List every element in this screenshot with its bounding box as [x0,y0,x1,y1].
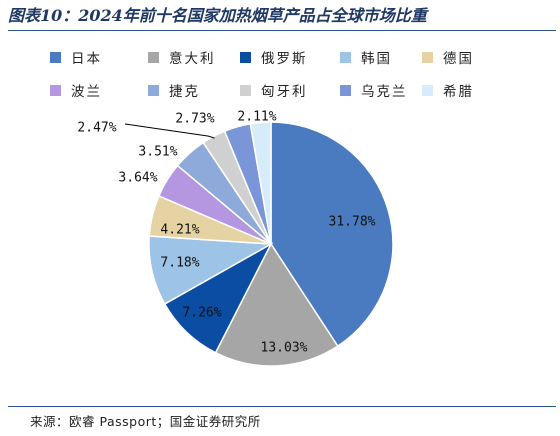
legend-label: 韩国 [361,51,392,67]
legend-label: 希腊 [443,84,474,100]
legend-label: 俄罗斯 [261,51,308,67]
legend-swatch [50,84,61,96]
legend-label: 乌克兰 [361,84,408,100]
title-divider [8,30,556,31]
data-label: 2.11% [237,110,276,125]
legend-swatch [422,51,433,63]
legend-item: 捷克 [148,81,200,100]
legend-swatch [422,84,433,96]
legend-item: 意大利 [148,48,216,67]
legend-swatch [240,51,251,63]
data-label: 7.26% [182,306,221,321]
data-label: 13.03% [261,341,308,356]
data-label: 3.64% [118,171,157,186]
chart-title: 图表10：2024年前十名国家加热烟草产品占全球市场比重 [8,6,427,25]
data-label: 3.51% [138,145,177,160]
legend-item: 日本 [50,48,102,67]
legend-item: 韩国 [340,48,392,67]
legend-swatch [148,51,159,63]
pie-slice [249,121,272,245]
legend-swatch [340,84,351,96]
legend-swatch [50,51,61,63]
legend-label: 波兰 [71,84,102,100]
legend-label: 捷克 [169,84,200,100]
legend-label: 日本 [71,51,102,67]
data-label: 4.21% [160,223,199,238]
footer-divider [8,406,556,407]
legend-item: 俄罗斯 [240,48,308,67]
legend-swatch [148,84,159,96]
legend-label: 匈牙利 [261,84,308,100]
legend-item: 波兰 [50,81,102,100]
legend-item: 希腊 [422,81,474,100]
legend-label: 德国 [443,51,474,67]
data-label: 31.78% [329,215,376,230]
legend-swatch [240,84,251,96]
legend-item: 匈牙利 [240,81,308,100]
legend-item: 德国 [422,48,474,67]
leader-line [124,123,215,139]
legend-item: 乌克兰 [340,81,408,100]
legend-label: 意大利 [169,51,216,67]
data-label: 7.18% [160,256,199,271]
data-label: 2.47% [77,121,116,136]
pie-slice [214,242,339,367]
source-note: 来源：欧睿 Passport；国金证券研究所 [30,414,261,429]
legend-swatch [340,51,351,63]
data-label: 2.73% [175,112,214,127]
